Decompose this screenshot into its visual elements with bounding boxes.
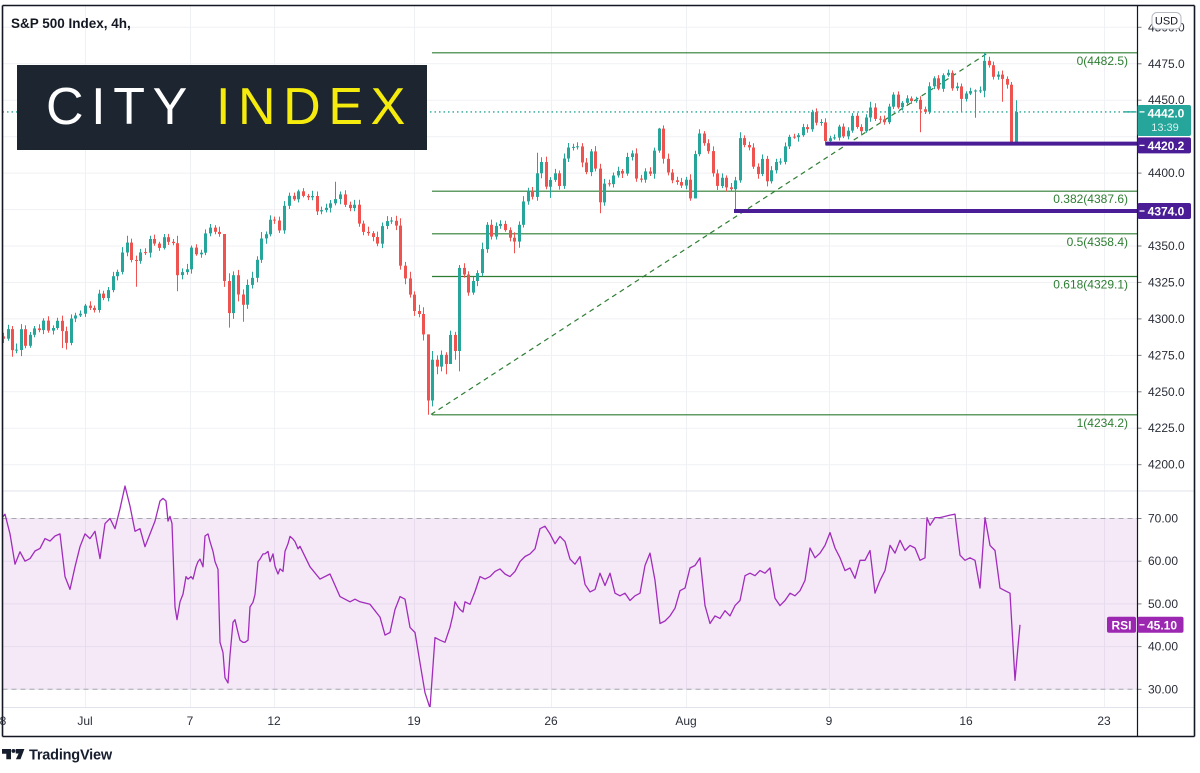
svg-text:4325.0: 4325.0: [1148, 275, 1185, 289]
svg-text:1(4234.2): 1(4234.2): [1077, 416, 1128, 430]
svg-text:CITY INDEX: CITY INDEX: [46, 78, 413, 136]
svg-text:9: 9: [826, 714, 833, 728]
svg-text:0.618(4329.1): 0.618(4329.1): [1053, 278, 1128, 292]
svg-text:4300.0: 4300.0: [1148, 312, 1185, 326]
svg-text:4250.0: 4250.0: [1148, 385, 1185, 399]
svg-text:12: 12: [267, 714, 281, 728]
svg-text:RSI: RSI: [1111, 618, 1131, 632]
svg-text:4442.0: 4442.0: [1148, 107, 1185, 121]
svg-text:0.382(4387.6): 0.382(4387.6): [1053, 192, 1128, 206]
svg-text:0(4482.5): 0(4482.5): [1077, 54, 1128, 68]
svg-text:30.00: 30.00: [1148, 682, 1178, 696]
svg-text:TradingView: TradingView: [29, 748, 113, 764]
svg-text:7: 7: [187, 714, 194, 728]
svg-text:4400.0: 4400.0: [1148, 166, 1185, 180]
svg-text:60.00: 60.00: [1148, 554, 1178, 568]
svg-text:4225.0: 4225.0: [1148, 421, 1185, 435]
svg-text:0.5(4358.4): 0.5(4358.4): [1067, 235, 1128, 249]
svg-text:4275.0: 4275.0: [1148, 348, 1185, 362]
svg-text:Jul: Jul: [77, 714, 92, 728]
svg-text:26: 26: [544, 714, 558, 728]
svg-text:8: 8: [0, 714, 7, 728]
svg-text:50.00: 50.00: [1148, 597, 1178, 611]
svg-text:19: 19: [407, 714, 421, 728]
svg-text:4374.0: 4374.0: [1148, 205, 1185, 219]
svg-text:70.00: 70.00: [1148, 512, 1178, 526]
svg-text:4420.2: 4420.2: [1148, 139, 1185, 153]
svg-text:4350.0: 4350.0: [1148, 239, 1185, 253]
svg-text:16: 16: [959, 714, 973, 728]
svg-text:13:39: 13:39: [1151, 122, 1179, 134]
svg-text:40.00: 40.00: [1148, 640, 1178, 654]
svg-text:S&P 500 Index, 4h,: S&P 500 Index, 4h,: [11, 16, 131, 31]
svg-text:45.10: 45.10: [1147, 618, 1177, 632]
svg-text:USD: USD: [1155, 16, 1178, 28]
svg-text:4475.0: 4475.0: [1148, 57, 1185, 71]
svg-text:23: 23: [1097, 714, 1111, 728]
svg-text:4200.0: 4200.0: [1148, 458, 1185, 472]
svg-text:4450.0: 4450.0: [1148, 93, 1185, 107]
svg-text:Aug: Aug: [675, 714, 696, 728]
